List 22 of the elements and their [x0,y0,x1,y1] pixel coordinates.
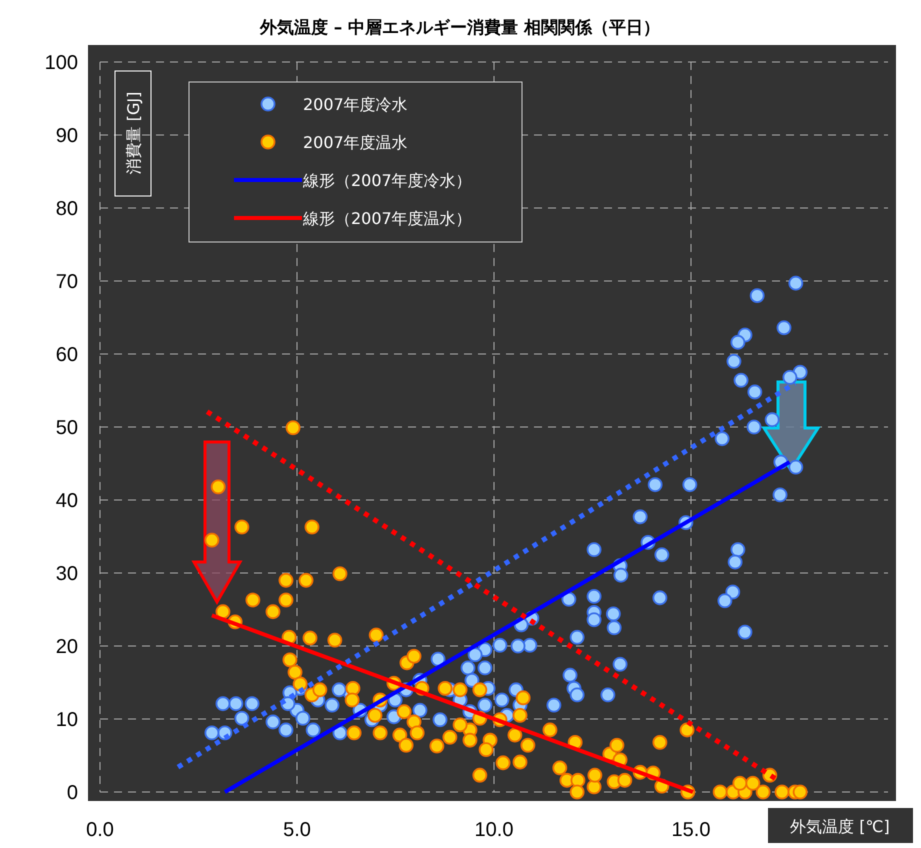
y-axis-title: 消費量 [GJ] [124,92,143,174]
x-tick-label: 5.0 [283,819,311,841]
y-tick-label: 0 [66,782,78,804]
y-tick-label: 60 [56,344,78,366]
y-tick-label: 100 [44,52,78,74]
legend-label: 線形（2007年度温水） [302,209,472,228]
y-tick-label: 40 [56,490,78,512]
y-tick-label: 80 [56,198,78,220]
legend-label: 2007年度温水 [303,133,408,152]
chart-title: 外気温度 – 中層エネルギー消費量 相関関係（平日） [258,18,660,38]
y-tick-label: 20 [56,636,78,658]
x-tick-label: 0.0 [86,819,114,841]
x-axis-title: 外気温度 [℃] [790,817,890,836]
x-tick-label: 15.0 [672,819,710,841]
x-tick-label: 10.0 [474,819,514,841]
legend-label: 2007年度冷水 [303,95,408,114]
y-tick-label: 30 [56,563,78,585]
y-tick-label: 10 [56,709,78,731]
y-tick-label: 90 [56,125,78,147]
legend-label: 線形（2007年度冷水） [302,171,472,190]
y-tick-label: 70 [56,271,78,293]
y-tick-label: 50 [56,417,78,439]
